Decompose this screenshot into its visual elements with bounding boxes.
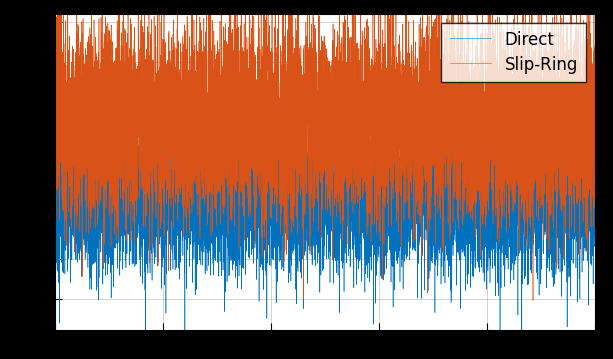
Direct — [469, 83, 476, 87]
Slip-Ring — [562, 108, 569, 112]
Slip-Ring — [54, 1, 61, 5]
Line: Slip-Ring: Slip-Ring — [55, 0, 595, 300]
Slip-Ring — [591, 188, 598, 192]
Slip-Ring — [84, 90, 91, 94]
Slip-Ring — [530, 298, 537, 303]
Slip-Ring — [158, 118, 165, 123]
Line: Direct: Direct — [55, 85, 595, 359]
Slip-Ring — [51, 143, 59, 147]
Direct — [74, 222, 81, 226]
Direct — [51, 181, 59, 185]
Direct — [157, 214, 164, 218]
Slip-Ring — [315, 178, 322, 182]
Legend: Direct, Slip-Ring: Direct, Slip-Ring — [441, 23, 586, 82]
Direct — [562, 210, 569, 214]
Direct — [84, 162, 91, 166]
Slip-Ring — [74, 120, 82, 124]
Direct — [315, 193, 322, 197]
Direct — [591, 206, 598, 210]
Direct — [54, 228, 61, 233]
